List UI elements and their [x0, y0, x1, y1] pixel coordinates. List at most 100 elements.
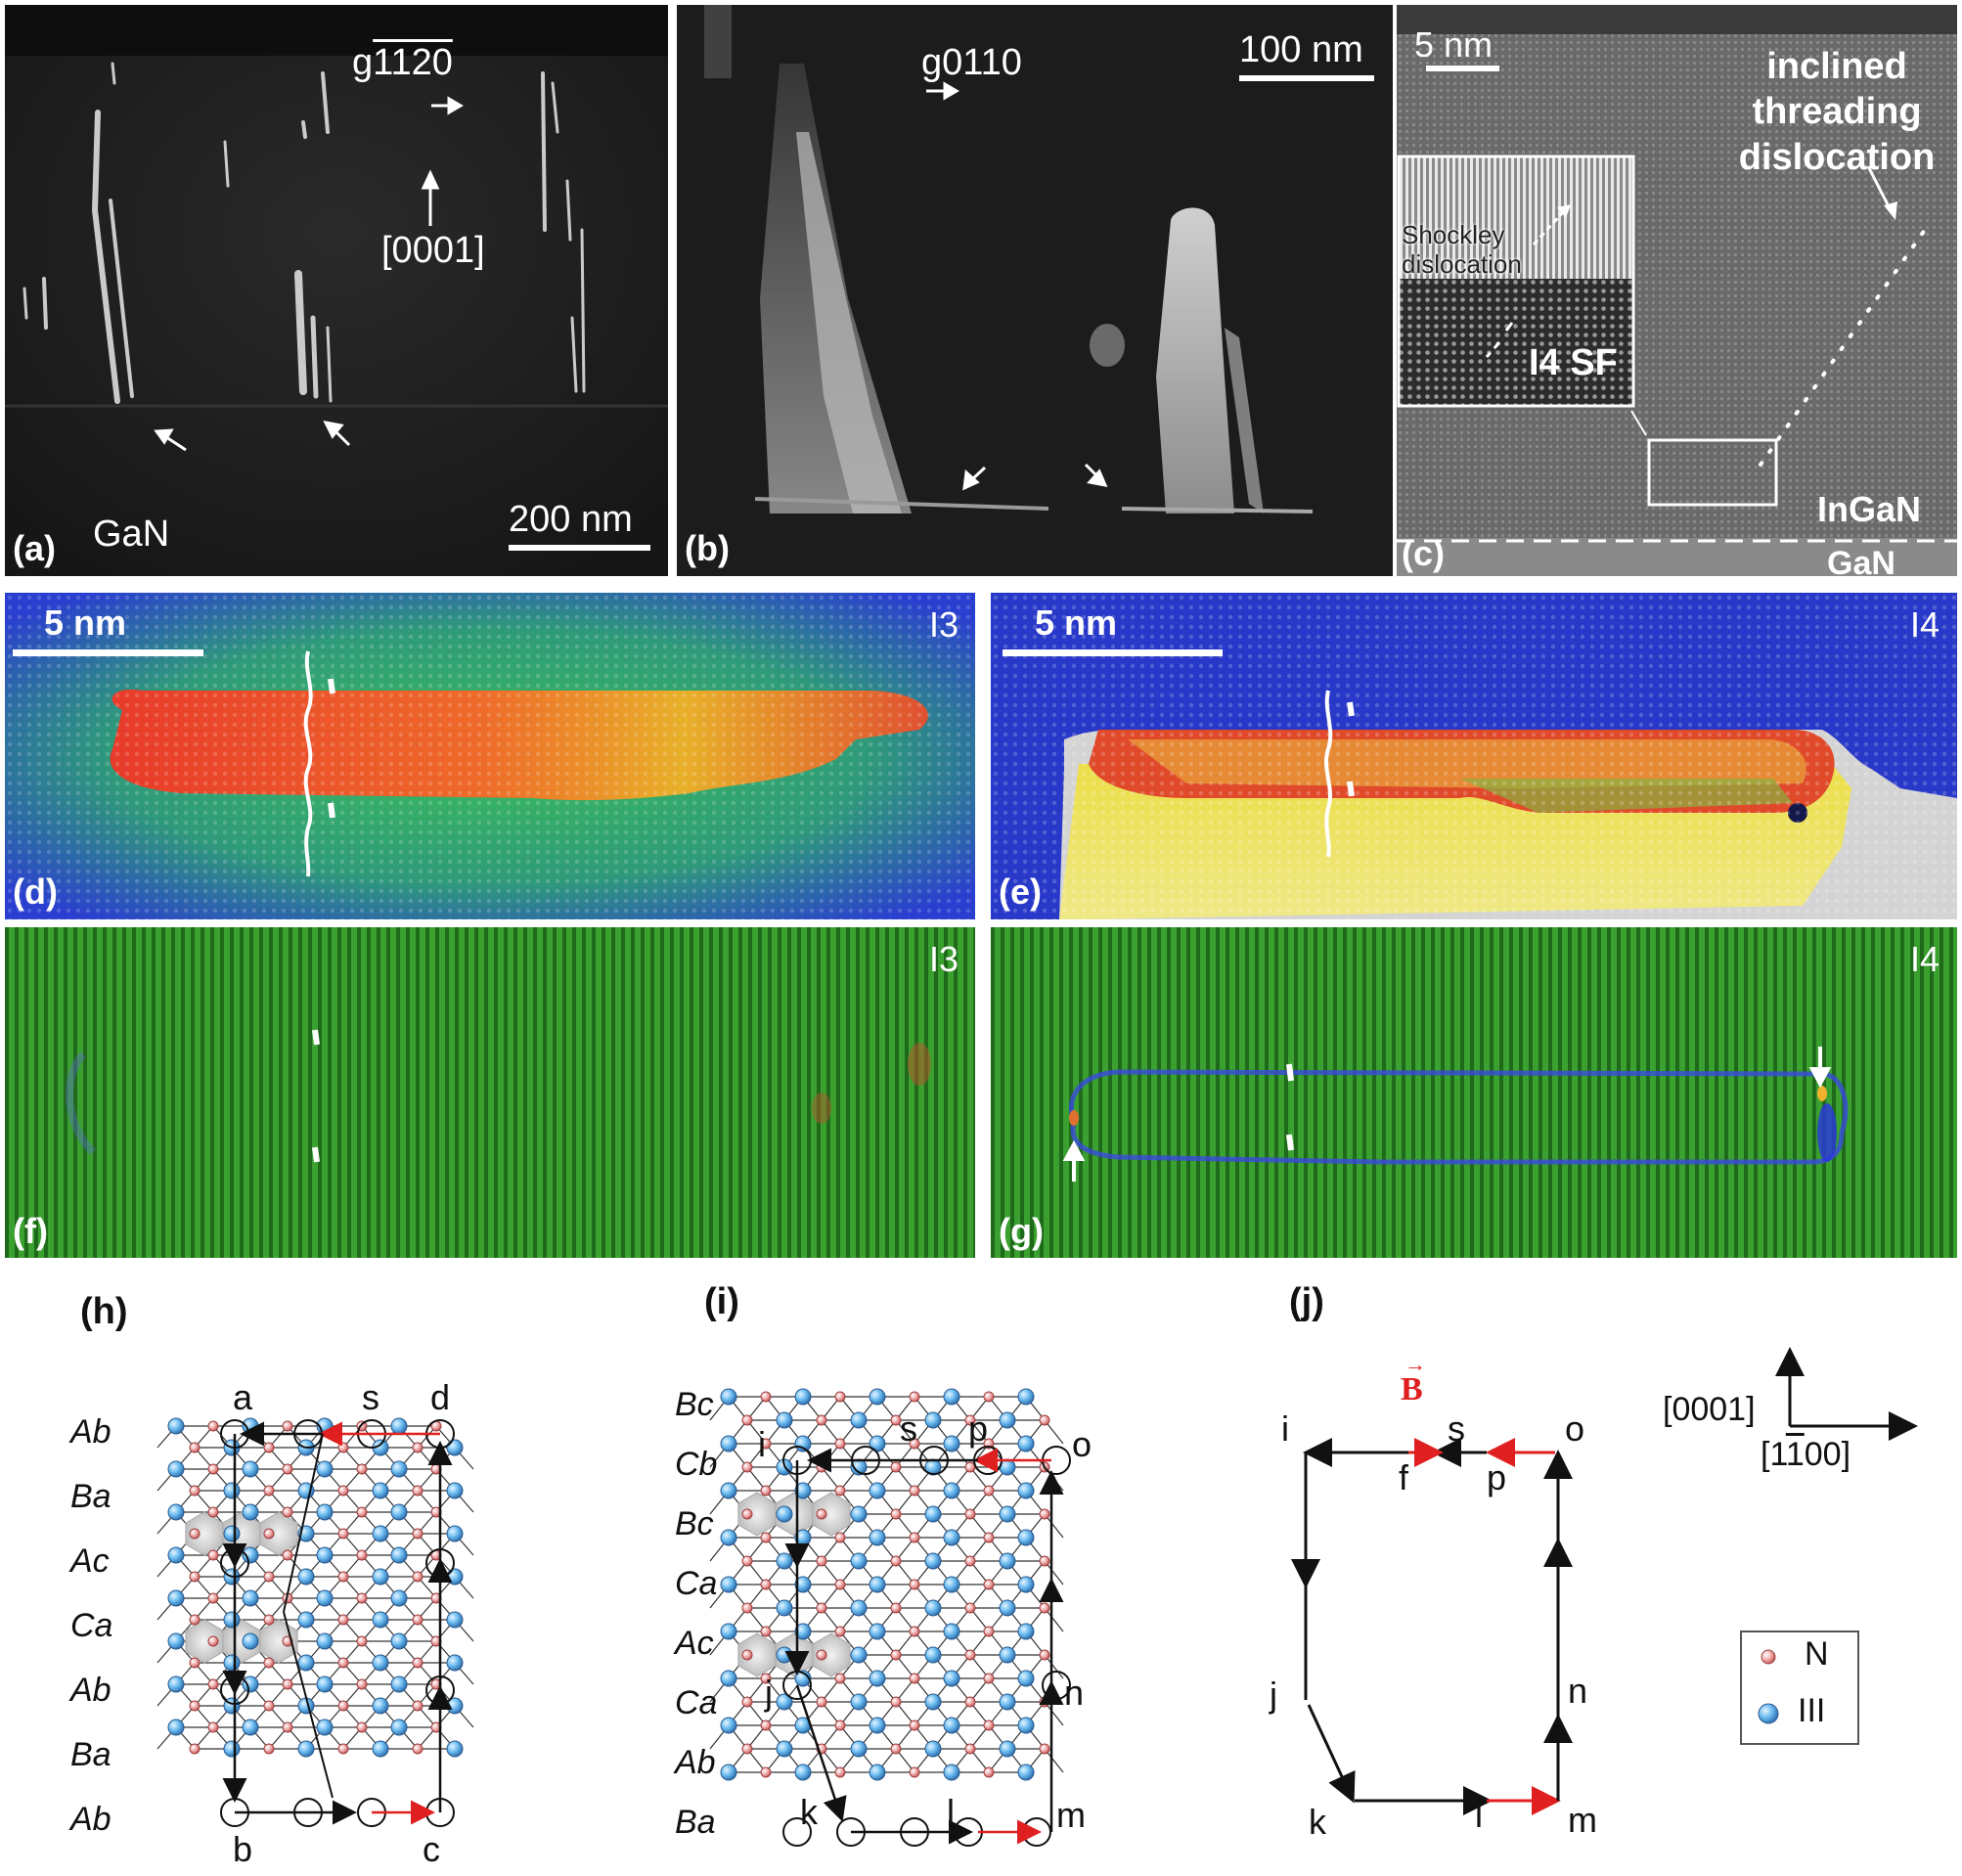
h-n-atom: [207, 1635, 219, 1647]
i-n-atom: [741, 1696, 753, 1708]
legend-iii-label: III: [1798, 1692, 1826, 1729]
panel-label-g: (g): [999, 1211, 1044, 1251]
i-iii-atom: [924, 1411, 942, 1429]
circuit-point-label: k: [1309, 1802, 1326, 1842]
scale-label-c: 5 nm: [1414, 24, 1494, 65]
h-iii-atom: [390, 1675, 408, 1693]
i-n-atom: [741, 1743, 753, 1755]
i-shaded-hexagon: [812, 1632, 851, 1677]
h-iii-atom: [242, 1503, 259, 1521]
burgers-circuit-j: [1291, 1347, 1918, 1815]
i-iii-atom: [999, 1505, 1016, 1523]
h-n-atom: [282, 1721, 293, 1733]
stacking-label: Ca: [675, 1565, 718, 1602]
h-n-atom: [282, 1549, 293, 1561]
i-iii-atom: [1017, 1529, 1035, 1546]
circuit-point-label: s: [1448, 1408, 1465, 1449]
h-iii-atom: [223, 1611, 241, 1629]
i-iii-atom: [869, 1670, 886, 1687]
h-iii-atom: [242, 1460, 259, 1478]
i-iii-atom: [999, 1693, 1016, 1711]
h-n-atom: [356, 1463, 368, 1475]
stacking-label: Ab: [70, 1801, 111, 1838]
i-iii-atom: [776, 1411, 793, 1429]
i-iii-atom: [869, 1623, 886, 1640]
i-iii-atom: [1017, 1764, 1035, 1781]
i-n-atom: [964, 1696, 976, 1708]
h-iii-atom: [390, 1460, 408, 1478]
annotation-threading: threading: [1752, 91, 1922, 132]
i-n-atom: [909, 1720, 920, 1731]
i-iii-atom: [869, 1717, 886, 1734]
h-n-atom: [207, 1549, 219, 1561]
h-iii-atom: [372, 1482, 389, 1499]
circuit-point-label: n: [1064, 1673, 1085, 1713]
i-n-atom: [834, 1720, 846, 1731]
scale-label-e: 5 nm: [1035, 603, 1118, 643]
stacking-label: Ac: [675, 1625, 714, 1662]
i-iii-atom: [869, 1388, 886, 1406]
i-n-atom: [760, 1485, 772, 1496]
h-iii-atom: [390, 1417, 408, 1435]
stacking-label: Ba: [70, 1736, 111, 1773]
i-iii-atom: [794, 1764, 812, 1781]
h-n-atom: [282, 1678, 293, 1690]
i-iii-atom: [943, 1529, 960, 1546]
stacking-label: Bc: [675, 1386, 714, 1423]
i-iii-atom: [1017, 1670, 1035, 1687]
panel-a-image: [5, 5, 668, 576]
g-vector-a: g1120: [352, 42, 453, 83]
scale-bar-a: [509, 545, 650, 551]
panel-label-a: (a): [13, 528, 56, 568]
h-iii-atom: [316, 1460, 334, 1478]
i-iii-atom: [943, 1623, 960, 1640]
h-iii-atom: [390, 1719, 408, 1736]
i-n-atom: [890, 1649, 902, 1661]
h-iii-atom: [446, 1654, 464, 1672]
circuit-point-label: b: [233, 1829, 253, 1869]
i-n-atom: [964, 1508, 976, 1520]
i-n-atom: [909, 1438, 920, 1450]
h-n-atom: [207, 1506, 219, 1518]
panel-label-i: (i): [704, 1281, 739, 1322]
i-iii-atom: [999, 1552, 1016, 1570]
i-n-atom: [760, 1438, 772, 1450]
i-n-atom: [760, 1626, 772, 1637]
i-iii-atom: [924, 1552, 942, 1570]
h-n-atom: [189, 1528, 201, 1540]
h-iii-atom: [297, 1568, 315, 1586]
i-n-atom: [816, 1649, 827, 1661]
h-n-atom: [189, 1743, 201, 1755]
circuit-point-label: k: [800, 1792, 818, 1832]
i-iii-atom: [720, 1435, 737, 1452]
i-iii-atom: [850, 1599, 868, 1617]
scale-bar-e: [1003, 649, 1223, 656]
material-label-gan: GaN: [93, 514, 170, 555]
scale-bar-b: [1239, 75, 1374, 81]
circuit-point-label: n: [1568, 1671, 1588, 1711]
i-n-atom: [890, 1461, 902, 1473]
h-iii-atom: [167, 1503, 185, 1521]
i-iii-atom: [776, 1646, 793, 1664]
panel-label-b: (b): [685, 528, 730, 568]
i-iii-atom: [869, 1576, 886, 1593]
h-n-atom: [337, 1657, 349, 1669]
panel-f: I3 (f): [5, 927, 975, 1258]
i-n-atom: [834, 1766, 846, 1778]
h-n-atom: [282, 1463, 293, 1475]
stacking-label: Ab: [675, 1744, 716, 1781]
h-n-atom: [263, 1528, 275, 1540]
h-n-atom: [189, 1571, 201, 1583]
h-n-atom: [412, 1442, 424, 1453]
inset-dislocation-label: dislocation: [1402, 249, 1522, 279]
h-n-atom: [412, 1485, 424, 1496]
i-n-atom: [760, 1766, 772, 1778]
circuit-point-label: p: [968, 1408, 989, 1449]
i-n-atom: [760, 1720, 772, 1731]
i-n-atom: [909, 1673, 920, 1684]
i-n-atom: [1039, 1602, 1050, 1614]
i-iii-atom: [924, 1599, 942, 1617]
h-iii-atom: [372, 1740, 389, 1758]
i-iii-atom: [794, 1482, 812, 1499]
panel-label-e: (e): [999, 871, 1042, 912]
